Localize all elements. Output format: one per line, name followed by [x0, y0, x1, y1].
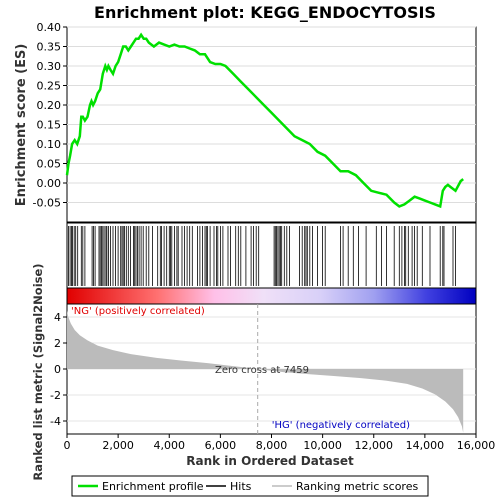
xtick-label: 0 [64, 439, 71, 452]
es-y-axis-label: Enrichment score (ES) [14, 44, 29, 207]
xtick-label: 2,000 [102, 439, 134, 452]
metric-y-axis-label: Ranked list metric (Signal2Noise) [31, 263, 45, 480]
metric-ytick-label: 0 [54, 363, 61, 376]
xtick-label: 12,000 [355, 439, 394, 452]
es-ytick-label: 0.00 [37, 177, 62, 190]
es-ytick-label: -0.05 [33, 197, 61, 210]
legend-label: Enrichment profile [102, 480, 204, 493]
metric-ytick-label: 2 [54, 337, 61, 350]
xtick-label: 10,000 [303, 439, 342, 452]
metric-ytick-label: 4 [54, 311, 61, 324]
metric-ytick-label: -2 [50, 389, 61, 402]
hits-panel-frame [66, 222, 477, 289]
xtick-label: 4,000 [154, 439, 186, 452]
es-ytick-label: 0.20 [37, 99, 62, 112]
es-ytick-label: 0.40 [37, 21, 62, 34]
negative-correlation-label: 'HG' (negatively correlated) [272, 420, 410, 431]
legend-label: Hits [230, 480, 252, 493]
xtick-label: 16,000 [457, 439, 496, 452]
es-ytick-label: 0.25 [37, 80, 62, 93]
positive-correlation-label: 'NG' (positively correlated) [71, 306, 205, 317]
x-axis-label: Rank in Ordered Dataset [186, 454, 354, 468]
rank-color-bar [66, 287, 477, 305]
es-ytick-label: 0.15 [37, 119, 62, 132]
chart-title: Enrichment plot: KEGG_ENDOCYTOSIS [94, 3, 436, 22]
es-ytick-label: 0.05 [37, 158, 62, 171]
xtick-label: 6,000 [205, 439, 237, 452]
enrichment-profile-line [65, 32, 464, 209]
xtick-label: 14,000 [406, 439, 445, 452]
legend-label: Ranking metric scores [296, 480, 418, 493]
zero-cross-label: Zero cross at 7459 [215, 365, 309, 376]
es-ytick-label: 0.35 [37, 41, 62, 54]
legend-box [71, 475, 429, 497]
es-ytick-label: 0.30 [37, 60, 62, 73]
metric-ytick-label: -4 [50, 415, 61, 428]
xtick-label: 8,000 [256, 439, 288, 452]
ranking-metric-area [67, 310, 464, 433]
es-ytick-label: 0.10 [37, 138, 62, 151]
